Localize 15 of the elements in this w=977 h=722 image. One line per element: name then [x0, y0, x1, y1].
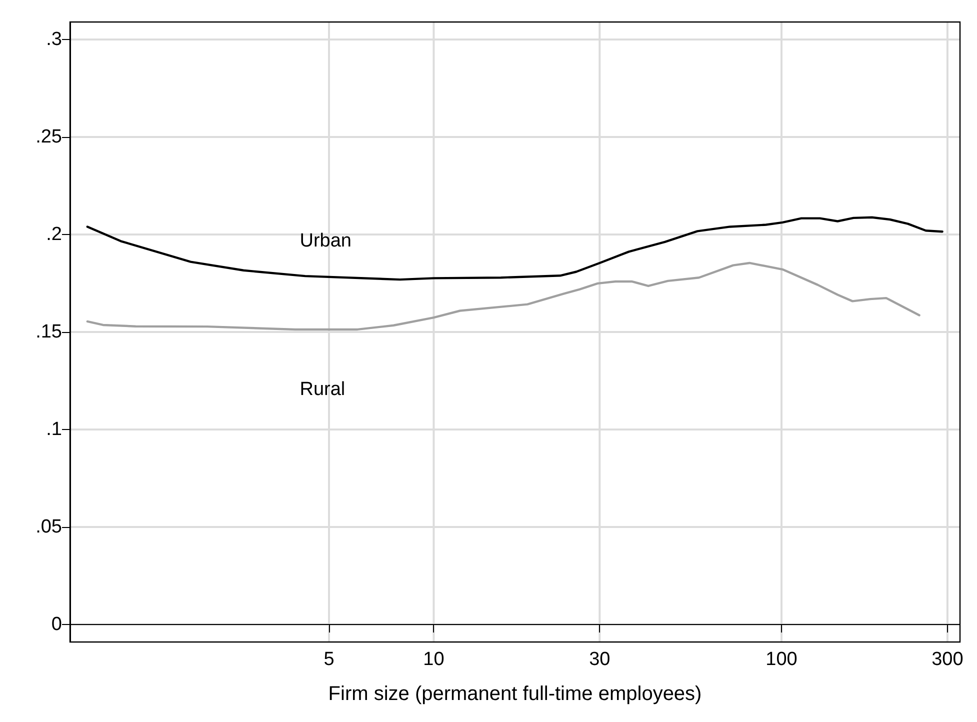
x-tick-label: 30 [589, 649, 610, 670]
x-tick-label: 5 [324, 649, 334, 670]
y-tick-label: .25 [36, 126, 62, 148]
y-tick-label: 0 [51, 614, 62, 635]
y-tick-label: .1 [46, 418, 62, 440]
x-axis-title: Firm size (permanent full-time employees) [328, 683, 702, 705]
text: Rural [300, 378, 346, 400]
series-label: Urban [300, 230, 352, 252]
x-tick-label: 300 [932, 649, 964, 670]
x-tick-label: 10 [423, 649, 444, 670]
x-tick-label: 100 [766, 649, 798, 670]
y-tick-label: .2 [46, 224, 62, 246]
y-tick-label: .05 [36, 516, 62, 538]
y-tick-label: .3 [46, 29, 62, 50]
y-tick-label: .15 [36, 322, 62, 342]
